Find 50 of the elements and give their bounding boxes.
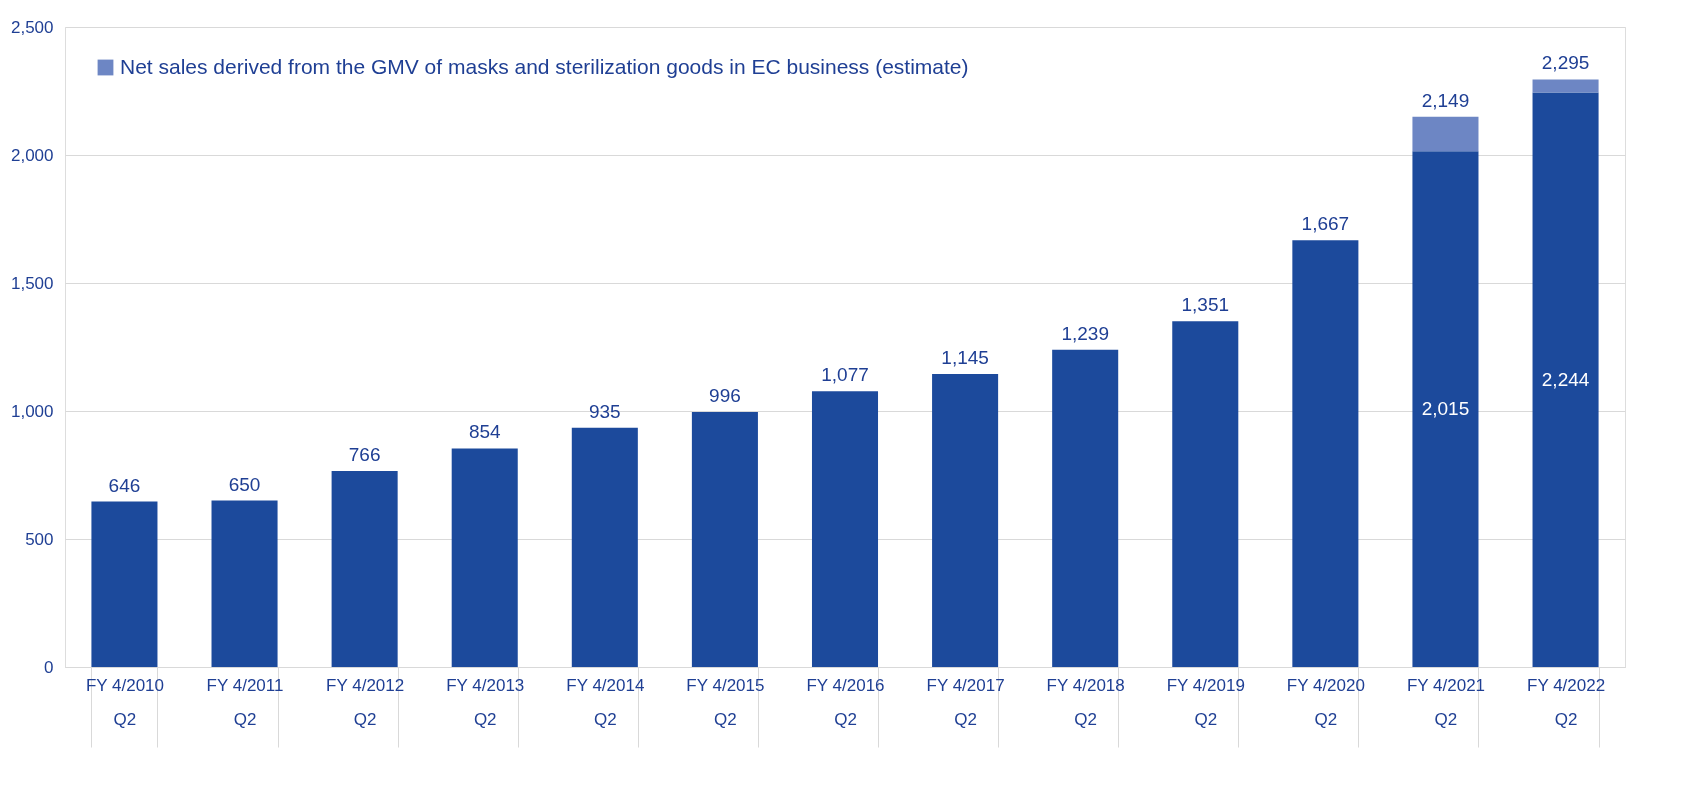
x-tick-label: FY 4/2021 Q2 <box>1406 675 1486 729</box>
x-tick-label: FY 4/2012 Q2 <box>326 675 405 729</box>
x-tick-label: FY 4/2014 Q2 <box>566 675 645 729</box>
bar <box>1292 240 1359 667</box>
y-tick-label: 2,000 <box>10 145 54 165</box>
total-label: 1,239 <box>1061 322 1109 344</box>
total-label: 1,145 <box>941 346 989 368</box>
bar <box>1532 92 1599 667</box>
data-label: 2,244 <box>1541 368 1590 390</box>
y-tick-label: 1,000 <box>10 401 54 421</box>
x-tick-label: FY 4/2016 Q2 <box>806 675 885 729</box>
bar <box>91 501 158 667</box>
bar <box>1052 349 1119 667</box>
bar <box>331 470 398 667</box>
x-tick-label: FY 4/2010 Q2 <box>85 675 165 729</box>
bar <box>571 427 638 667</box>
total-label: 646 <box>108 474 141 496</box>
bar <box>1412 151 1479 667</box>
bar <box>451 448 518 667</box>
x-tick-label: FY 4/2011 Q2 <box>206 675 284 729</box>
x-tick-label: FY 4/2013 Q2 <box>446 675 525 729</box>
total-label: 1,667 <box>1301 213 1350 235</box>
total-label: 996 <box>709 385 741 407</box>
x-tick-label: FY 4/2022 Q2 <box>1526 675 1606 729</box>
x-tick-label: FY 4/2018 Q2 <box>1046 675 1125 729</box>
total-label: 2,295 <box>1541 52 1590 74</box>
legend-label: Net sales derived from the GMV of masks and sterilization goods in EC business (estimate) <box>120 54 969 78</box>
total-label: 766 <box>348 443 381 465</box>
total-label: 1,351 <box>1181 294 1230 316</box>
bar <box>691 412 758 667</box>
total-label: 854 <box>468 421 502 443</box>
bar <box>1532 79 1599 93</box>
y-tick-label: 500 <box>25 529 54 549</box>
total-label: 935 <box>588 400 621 422</box>
y-tick-label: 1,500 <box>10 273 54 293</box>
bar <box>1412 116 1479 152</box>
data-label: 2,015 <box>1421 398 1470 420</box>
bar <box>811 391 879 667</box>
bar <box>211 500 278 667</box>
y-tick-label: 0 <box>44 657 54 677</box>
x-tick-label: FY 4/2017 Q2 <box>926 675 1005 729</box>
bar <box>1172 321 1239 667</box>
x-tick-label: FY 4/2020 Q2 <box>1286 675 1365 729</box>
x-tick-label: FY 4/2019 Q2 <box>1166 675 1245 729</box>
total-label: 2,149 <box>1421 89 1470 111</box>
total-label: 650 <box>228 473 261 495</box>
y-tick-label: 2,500 <box>10 17 54 37</box>
x-tick-label: FY 4/2015 Q2 <box>686 675 765 729</box>
bar <box>932 373 999 667</box>
total-label: 1,077 <box>821 364 869 386</box>
